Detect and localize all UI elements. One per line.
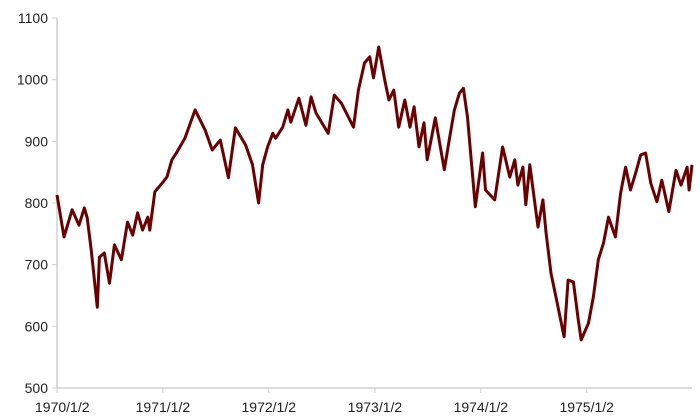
x-tick-label: 1974/1/2 <box>454 399 509 415</box>
y-tick-label: 1000 <box>17 72 48 88</box>
y-tick-label: 800 <box>25 195 49 211</box>
y-tick-label: 1100 <box>18 10 48 26</box>
x-tick-label: 1972/1/2 <box>242 399 297 415</box>
x-axis-ticks: 1970/1/2 1971/1/2 1972/1/2 1973/1/2 1974/1/2… <box>35 388 614 415</box>
x-tick-label: 1973/1/2 <box>348 399 403 415</box>
y-tick-label: 600 <box>25 318 49 334</box>
y-tick-label: 900 <box>25 133 49 149</box>
y-axis-ticks: 500 600 700 800 900 1000 1100 <box>17 10 57 396</box>
x-tick-label: 1971/1/2 <box>136 399 191 415</box>
x-tick-label: 1975/1/2 <box>559 399 614 415</box>
y-tick-label: 700 <box>25 257 49 273</box>
y-tick-label: 500 <box>25 380 49 396</box>
x-tick-label: 1970/1/2 <box>35 399 90 415</box>
series-line <box>55 45 694 342</box>
